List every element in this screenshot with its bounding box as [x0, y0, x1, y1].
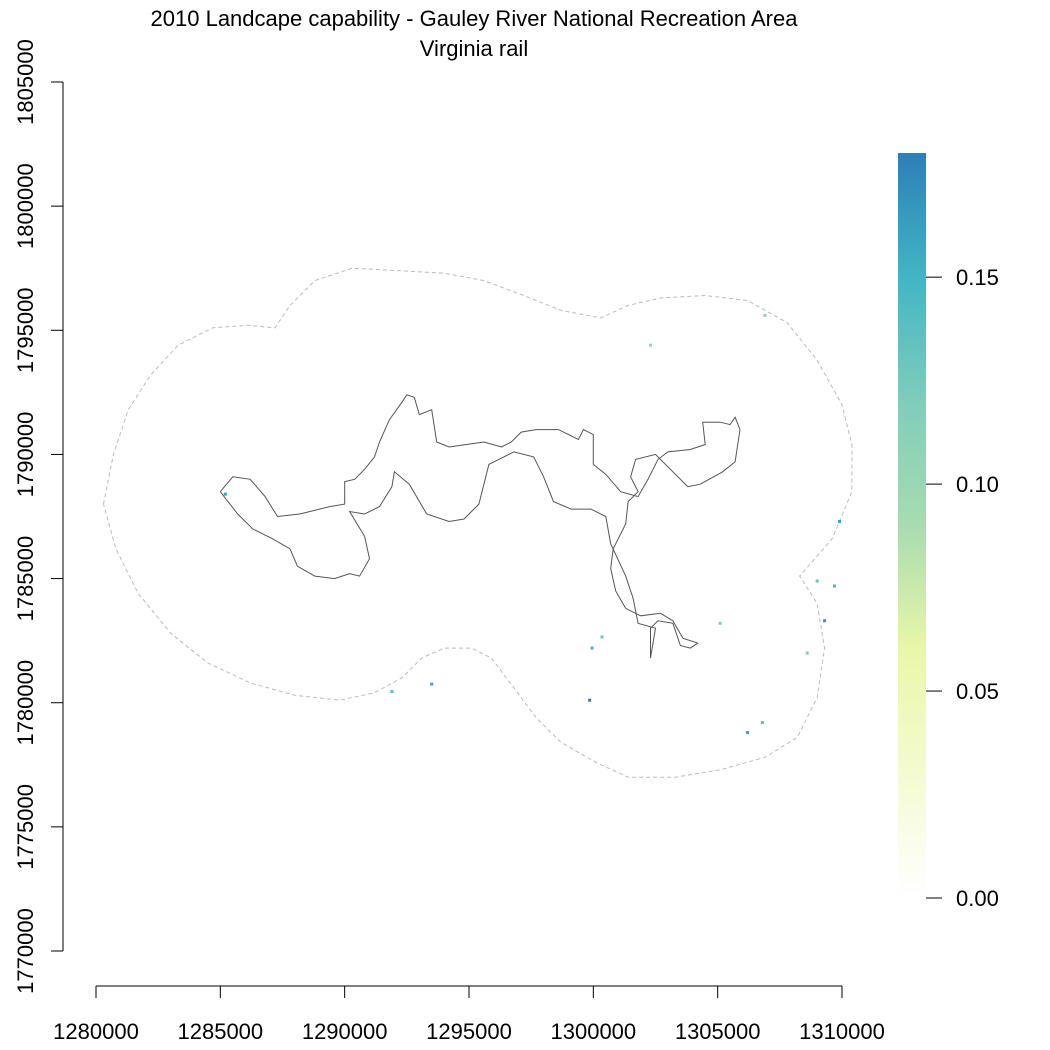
raster-cell — [838, 519, 842, 523]
y-tick-label: 1805000 — [13, 39, 38, 125]
y-tick-label: 1780000 — [13, 660, 38, 746]
raster-cell — [763, 313, 767, 317]
legend-tick-label: 0.05 — [956, 679, 999, 704]
raster-cell — [390, 690, 394, 694]
x-tick-label: 1300000 — [551, 1019, 637, 1044]
raster-cell — [833, 584, 837, 588]
x-tick-label: 1305000 — [675, 1019, 761, 1044]
plot-area — [103, 267, 853, 778]
raster-cell — [746, 731, 750, 735]
y-tick-label: 1770000 — [13, 908, 38, 994]
raster-cell — [600, 635, 604, 639]
y-tick-label: 1800000 — [13, 163, 38, 249]
raster-cell — [823, 619, 827, 623]
legend-color-bar — [898, 153, 926, 898]
raster-cell — [590, 646, 594, 650]
map-title: 2010 Landcape capability - Gauley River … — [151, 6, 799, 31]
legend: 0.00 0.05 0.10 0.15 — [898, 153, 999, 911]
x-tick-label: 1280000 — [53, 1019, 139, 1044]
x-tick-label: 1310000 — [799, 1019, 885, 1044]
x-tick-label: 1285000 — [178, 1019, 264, 1044]
x-axis: 1280000 1285000 1290000 1295000 1300000 13050… — [53, 985, 885, 1044]
raster-cell — [760, 721, 764, 725]
x-tick-label: 1290000 — [302, 1019, 388, 1044]
raster-cell — [649, 343, 653, 347]
legend-tick-label: 0.15 — [956, 265, 999, 290]
x-tick-label: 1295000 — [426, 1019, 512, 1044]
y-axis: 1770000 1775000 1780000 1785000 1790000 17950… — [13, 39, 64, 994]
raster-cell — [430, 682, 434, 686]
legend-ticks: 0.00 0.05 0.10 0.15 — [926, 265, 999, 911]
y-tick-label: 1775000 — [13, 784, 38, 870]
legend-tick-label: 0.10 — [956, 472, 999, 497]
raster-cell — [805, 651, 809, 655]
raster-cell — [718, 621, 722, 625]
y-tick-label: 1790000 — [13, 412, 38, 498]
raster-cell — [223, 492, 227, 496]
buffer-outline — [103, 267, 853, 778]
raster-cell — [815, 579, 819, 583]
y-tick-label: 1795000 — [13, 287, 38, 373]
y-tick-label: 1785000 — [13, 536, 38, 622]
legend-tick-label: 0.00 — [956, 886, 999, 911]
raster-cell — [588, 698, 592, 702]
map-subtitle: Virginia rail — [420, 36, 528, 61]
park-boundary — [219, 394, 741, 659]
